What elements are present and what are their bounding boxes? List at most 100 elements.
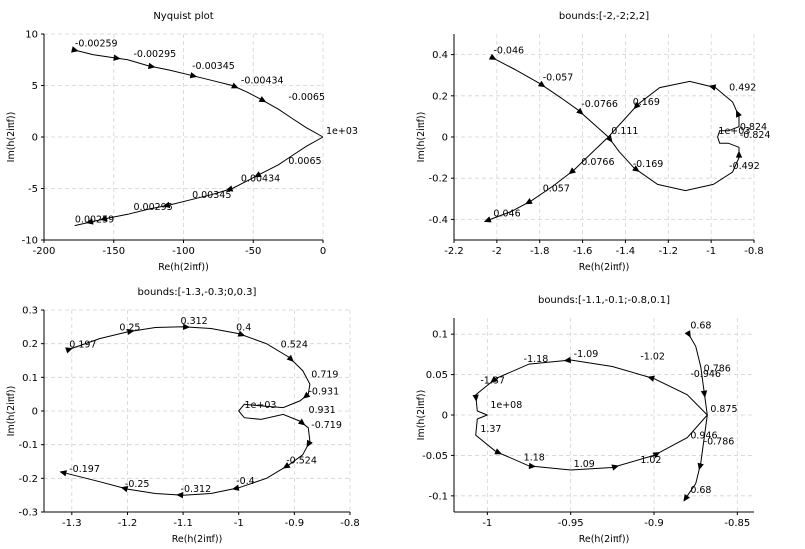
direction-arrow [120, 486, 129, 493]
frequency-label: -0.0065 [288, 92, 325, 103]
nyquist-curve [490, 56, 740, 220]
frequency-label: -0.057 [543, 72, 574, 83]
frequency-label: 1.02 [640, 455, 661, 466]
direction-arrow [683, 494, 690, 502]
chart-title: bounds:[-1.1,-0.1;-0.8,0.1] [538, 295, 670, 306]
direction-arrow [71, 46, 79, 53]
direction-arrow [127, 328, 135, 335]
x-tick-label: -0.8 [340, 518, 360, 529]
y-axis-label: Im(h(2iπf)) [6, 386, 17, 437]
direction-arrow [605, 135, 613, 143]
frequency-label: 0.0766 [581, 157, 614, 168]
y-tick-label: -0.2 [428, 174, 448, 185]
direction-arrow [162, 201, 171, 209]
direction-arrow [568, 167, 576, 175]
frequency-label: -0.524 [286, 456, 317, 467]
nyquist-curve [686, 331, 708, 497]
y-tick-label: 0.3 [22, 306, 38, 317]
frequency-label: -1.37 [480, 376, 505, 387]
direction-arrow [286, 354, 294, 362]
direction-arrow [182, 323, 191, 330]
x-tick-label: -1.2 [118, 518, 138, 529]
x-tick-label: -150 [102, 246, 125, 257]
direction-arrow [700, 390, 708, 398]
y-axis-label: Im(h(2iπf)) [416, 112, 427, 163]
y-axis-label: Im(h(2iπf)) [416, 390, 427, 441]
frequency-label: 0.00345 [192, 190, 231, 201]
y-tick-label: 0.4 [432, 50, 448, 61]
x-tick-label: 0 [320, 246, 326, 257]
direction-arrow [652, 452, 661, 459]
y-tick-label: -5 [28, 184, 38, 195]
direction-arrow [282, 462, 291, 469]
y-tick-label: -0.1 [18, 440, 38, 451]
frequency-label: 1e+03 [326, 126, 358, 137]
direction-arrow [231, 484, 240, 491]
frequency-label: 0.00259 [75, 215, 114, 226]
x-tick-label: -1 [234, 518, 244, 529]
frequency-label: 0.00434 [241, 173, 280, 184]
y-tick-label: 0 [442, 411, 448, 422]
x-tick-label: -1.8 [530, 246, 550, 257]
direction-arrow [735, 150, 743, 158]
frequency-label: -0.786 [704, 436, 735, 447]
direction-arrow [490, 376, 498, 383]
x-tick-label: -0.9 [285, 518, 305, 529]
y-axis-label: Im(h(2iπf)) [6, 112, 17, 163]
chart-title: bounds:[-2,-2;2,2] [559, 11, 649, 22]
frequency-label: 0.719 [311, 370, 338, 381]
nyquist-curve [74, 136, 324, 227]
frequency-label: -0.0766 [581, 99, 618, 110]
x-tick-label: -1.1 [173, 518, 193, 529]
y-tick-label: -0.3 [18, 508, 38, 519]
y-tick-label: 5 [32, 81, 38, 92]
direction-arrow [306, 439, 313, 448]
frequency-label: 1.09 [574, 459, 595, 470]
direction-arrow [528, 462, 536, 470]
frequency-label: -1.02 [640, 351, 665, 362]
direction-arrow [483, 216, 492, 223]
direction-arrow [525, 198, 533, 205]
direction-arrow [302, 391, 311, 399]
direction-arrow [633, 101, 641, 110]
y-tick-label: 0 [442, 133, 448, 144]
frequency-label: -0.4 [236, 476, 255, 487]
direction-arrow [237, 330, 246, 337]
frequency-label: 0.68 [690, 485, 711, 496]
x-tick-label: -2 [492, 246, 502, 257]
frequency-label: 0.492 [729, 83, 756, 94]
direction-arrow [488, 53, 497, 60]
direction-arrow [225, 185, 234, 192]
frequency-label: -0.00434 [241, 76, 284, 87]
direction-arrow [113, 54, 121, 61]
x-tick-label: -0.95 [558, 518, 584, 529]
direction-arrow [86, 218, 94, 225]
direction-arrow [611, 464, 620, 471]
direction-arrow [148, 62, 156, 70]
y-tick-label: -0.05 [422, 451, 448, 462]
chart-panel-1: -200 -150 -100 -50 0 10 5 0 -5 -10 Nyquist plot Re(… [6, 11, 358, 273]
x-tick-label: -200 [33, 246, 56, 257]
y-tick-label: 0.2 [22, 339, 38, 350]
chart-title: bounds:[-1.3,-0.3;0,0.3] [138, 287, 257, 298]
frequency-label: 0.946 [690, 431, 717, 442]
frequency-label: 1e+08 [490, 400, 522, 411]
x-axis-label: Re(h(2iπf)) [579, 262, 630, 273]
y-tick-label: -0.4 [428, 215, 448, 226]
frequency-label: -0.946 [690, 369, 721, 380]
chart-panel-3: -1.3 -1.2 -1.1 -1 -0.9 -0.8 0.3 0.2 0.1 0 -0.1 -0.2… [6, 287, 360, 545]
y-tick-label: 0.1 [432, 330, 448, 341]
direction-arrow [176, 492, 184, 499]
y-tick-label: 10 [25, 30, 38, 41]
x-tick-label: -50 [245, 246, 261, 257]
frequency-label: 0.824 [740, 122, 767, 133]
y-tick-label: 0.2 [432, 91, 448, 102]
y-tick-label: 0.05 [426, 370, 448, 381]
direction-arrow [576, 107, 584, 115]
chart-panel-2: -2.2 -2 -1.8 -1.6 -1.4 -1.2 -1 -0.8 0.4 0.2 0 -0.2 -… [416, 11, 770, 273]
y-tick-label: -0.1 [428, 491, 448, 502]
direction-arrow [258, 96, 267, 103]
frequency-label: -0.824 [740, 130, 771, 141]
x-tick-label: -0.85 [724, 518, 750, 529]
frequency-label: -0.046 [493, 46, 524, 57]
